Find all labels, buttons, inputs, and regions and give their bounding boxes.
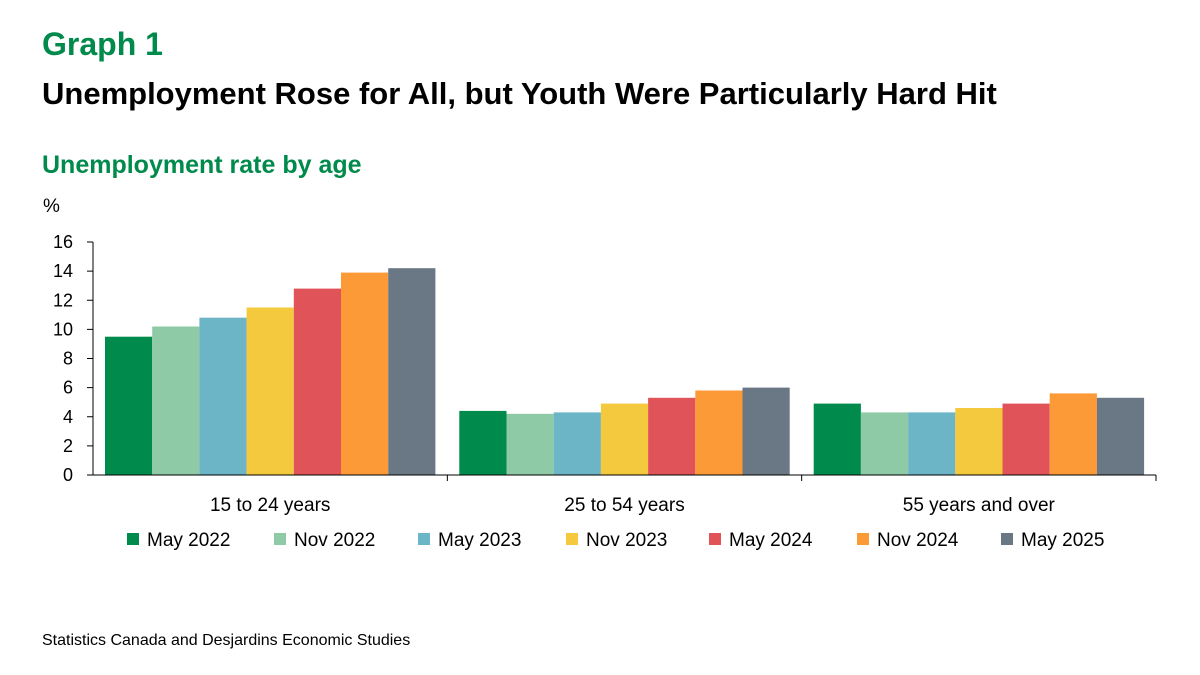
bar bbox=[341, 272, 389, 475]
y-tick-label: 14 bbox=[53, 261, 73, 281]
legend-swatch bbox=[274, 533, 286, 545]
bar bbox=[860, 412, 909, 475]
legend-swatch bbox=[418, 533, 430, 545]
x-category-label: 15 to 24 years bbox=[210, 495, 330, 516]
graph-label: Graph 1 bbox=[42, 26, 163, 62]
bar bbox=[246, 307, 294, 475]
legend-label: May 2025 bbox=[1021, 530, 1104, 551]
bar bbox=[1096, 397, 1145, 475]
y-tick-label: 2 bbox=[63, 436, 73, 456]
y-tick-label: 8 bbox=[63, 349, 73, 369]
bar bbox=[600, 403, 649, 475]
y-tick-label: 6 bbox=[63, 378, 73, 398]
chart-title: Unemployment rate by age bbox=[42, 151, 362, 179]
legend-swatch bbox=[1001, 533, 1013, 545]
x-category-label: 55 years and over bbox=[903, 495, 1056, 516]
x-category-label: 25 to 54 years bbox=[564, 495, 684, 516]
source-note: Statistics Canada and Desjardins Economi… bbox=[42, 632, 411, 649]
y-tick-label: 12 bbox=[53, 290, 73, 310]
bar bbox=[105, 336, 153, 475]
legend-label: May 2022 bbox=[147, 530, 230, 551]
bar-chart: 0 2 4 6 8 10 12 14 16 15 to 24 years 25 to 54 year… bbox=[53, 232, 1157, 551]
bar bbox=[908, 412, 956, 475]
legend-label: Nov 2022 bbox=[294, 530, 375, 551]
bar bbox=[506, 413, 554, 475]
legend-swatch bbox=[709, 533, 721, 545]
y-tick-label: 10 bbox=[53, 319, 73, 339]
legend-label: Nov 2024 bbox=[877, 530, 959, 551]
legend-label: May 2023 bbox=[438, 530, 521, 551]
bar bbox=[695, 390, 743, 475]
y-tick-label: 0 bbox=[63, 465, 73, 485]
y-tick-label: 16 bbox=[53, 232, 73, 252]
bar bbox=[199, 317, 247, 475]
legend-swatch bbox=[127, 533, 139, 545]
bar bbox=[955, 408, 1003, 475]
bar bbox=[553, 412, 601, 475]
bar bbox=[459, 410, 507, 475]
bar bbox=[293, 288, 341, 475]
legend-swatch bbox=[857, 533, 869, 545]
bar bbox=[648, 397, 696, 475]
y-tick-label: 4 bbox=[63, 407, 73, 427]
legend-swatch bbox=[566, 533, 578, 545]
legend-label: May 2024 bbox=[729, 530, 813, 551]
bar bbox=[1002, 403, 1050, 475]
y-axis-unit-label: % bbox=[43, 196, 60, 217]
chart-headline: Unemployment Rose for All, but Youth Wer… bbox=[42, 76, 997, 111]
bar bbox=[388, 268, 436, 475]
legend-label: Nov 2023 bbox=[586, 530, 667, 551]
bar bbox=[742, 387, 790, 475]
bar bbox=[813, 403, 861, 475]
bar bbox=[152, 326, 200, 475]
bar bbox=[1049, 393, 1097, 475]
